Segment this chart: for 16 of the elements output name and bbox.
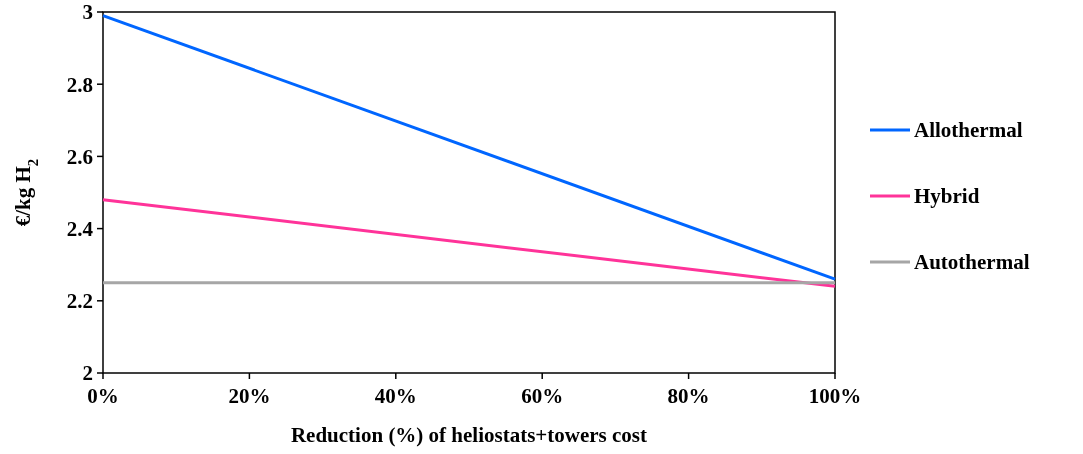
x-tick-label: 40% — [374, 384, 417, 408]
y-tick-label: 3 — [82, 0, 93, 25]
y-tick-label: 2.8 — [66, 72, 93, 97]
y-tick-label: 2.6 — [66, 144, 93, 169]
x-tick-label: 60% — [521, 384, 564, 408]
legend-label: Hybrid — [914, 184, 980, 209]
legend-label: Autothermal — [914, 250, 1030, 275]
y-tick-label: 2.2 — [66, 289, 93, 314]
x-axis-title: Reduction (%) of heliostats+towers cost — [290, 423, 648, 447]
x-tick-label: 0% — [87, 384, 119, 408]
x-tick-label: 100% — [808, 384, 862, 408]
y-tick-label: 2 — [82, 361, 93, 386]
x-tick-label: 20% — [228, 384, 271, 408]
legend-label: Allothermal — [914, 118, 1023, 143]
x-tick-label: 80% — [667, 384, 710, 408]
y-tick-label: 2.4 — [66, 216, 94, 241]
